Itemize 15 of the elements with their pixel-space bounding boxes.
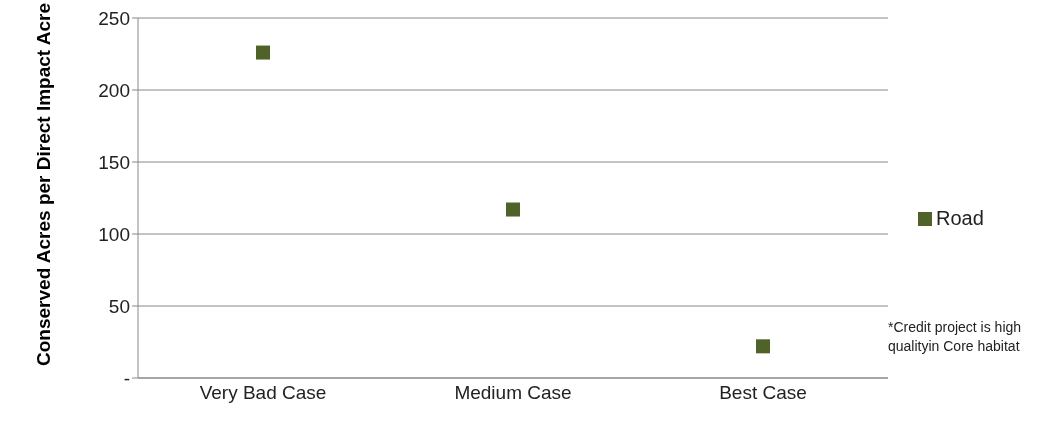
point [506, 202, 520, 217]
annotation: *Credit project is high qualityin Core habitat [888, 318, 1023, 356]
point [756, 339, 770, 354]
y-tick-label: - [123, 367, 130, 389]
y-tick-label: 200 [98, 79, 130, 101]
legend-label: Road [936, 206, 984, 229]
point [256, 45, 270, 60]
x-tick-label: Medium Case [454, 382, 572, 404]
y-tick-label: 250 [98, 7, 130, 29]
y-tick-label: 100 [98, 223, 130, 245]
y-axis-title: Conserved Acres per Direct Impact Acre [31, 2, 55, 368]
y-tick-label: 150 [98, 151, 130, 173]
x-tick-label: Very Bad Case [199, 382, 327, 404]
x-tick-label: Best Case [719, 382, 807, 404]
y-tick-label: 50 [108, 295, 130, 317]
